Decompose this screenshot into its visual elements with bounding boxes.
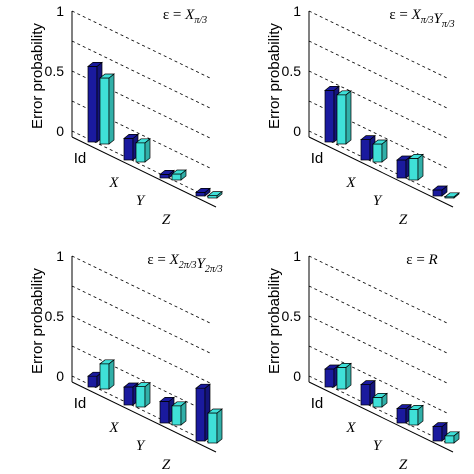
y-axis-label: Error probability: [266, 268, 283, 374]
x-tick-label: X: [345, 420, 356, 436]
x-tick-label: Y: [136, 193, 146, 209]
chart-title: ε = X2π/3Y2π/3: [147, 252, 222, 275]
x-tick-label: X: [345, 175, 356, 191]
x-tick-label: Y: [136, 438, 146, 454]
grid-line: [308, 285, 450, 355]
chart-title: ε = Xπ/3: [163, 7, 207, 26]
x-tick-label: X: [108, 420, 119, 436]
x-tick-label: Z: [162, 212, 171, 228]
grid-line: [308, 10, 450, 80]
bar: [195, 187, 211, 197]
bar: [408, 404, 424, 426]
x-axis: [308, 381, 454, 453]
y-axis-label: Error probability: [266, 23, 283, 129]
bar: [171, 401, 187, 426]
grid-line: [71, 255, 213, 325]
bar: [135, 138, 151, 163]
bar: [408, 153, 424, 181]
y-tick-label: 0.5: [45, 63, 65, 79]
y-tick-label: 0.5: [282, 308, 302, 324]
grid-line: [308, 315, 450, 385]
bar: [207, 190, 223, 199]
x-tick-label: Id: [311, 395, 324, 412]
grid-line: [308, 255, 450, 325]
x-axis: [71, 136, 217, 208]
chart-title: ε = R: [406, 252, 437, 268]
chart-panel: 0 0.5 1 Error probability ε = X2π/3Y2π/3 Id X Y…: [29, 248, 223, 473]
bar: [336, 362, 352, 390]
y-tick-label: 0: [56, 368, 64, 384]
bar: [372, 139, 388, 163]
y-axis-label: Error probability: [29, 268, 46, 374]
grid-line: [71, 345, 213, 415]
chart-panel: 0 0.5 1 Error probability ε = Xπ/3Yπ/3 Id X YZ: [266, 3, 460, 228]
x-tick-label: Id: [74, 150, 87, 167]
bar: [171, 169, 187, 181]
bar: [372, 392, 388, 408]
chart-panel: 0 0.5 1 Error probability ε = R Id X YZ: [266, 248, 460, 473]
x-tick-label: X: [108, 175, 119, 191]
y-tick-label: 1: [293, 3, 301, 19]
y-tick-label: 0: [293, 123, 301, 139]
grid-line: [308, 345, 450, 415]
bar: [432, 185, 448, 197]
x-tick-label: Id: [311, 150, 324, 167]
y-axis-label: Error probability: [29, 23, 46, 129]
x-tick-label: Z: [399, 457, 408, 473]
bar: [444, 192, 460, 199]
x-tick-label: Id: [74, 395, 87, 412]
y-tick-label: 0: [293, 368, 301, 384]
bar: [444, 431, 460, 444]
y-tick-label: 0.5: [45, 308, 65, 324]
chart-title: ε = Xπ/3Yπ/3: [389, 7, 454, 30]
grid-line: [71, 10, 213, 80]
x-axis: [308, 136, 454, 208]
x-tick-label: Z: [399, 212, 408, 228]
grid-line: [308, 40, 450, 110]
bar: [99, 359, 115, 390]
y-tick-label: 1: [56, 3, 64, 19]
chart-panel: 0 0.5 1 Error probability ε = Xπ/3 Id X YZ: [29, 3, 223, 228]
x-tick-label: Y: [373, 193, 383, 209]
bar: [135, 381, 151, 408]
bar: [99, 73, 115, 145]
grid-line: [71, 40, 213, 110]
x-tick-label: Z: [162, 457, 171, 473]
grid-line: [71, 315, 213, 385]
grid-line: [71, 285, 213, 355]
x-axis: [71, 381, 217, 453]
bar: [207, 408, 223, 444]
grid-line: [308, 70, 450, 140]
y-tick-label: 0.5: [282, 63, 302, 79]
bar: [159, 396, 175, 424]
y-tick-label: 1: [56, 248, 64, 264]
x-tick-label: Y: [373, 438, 383, 454]
bar: [336, 90, 352, 145]
y-tick-label: 0: [56, 123, 64, 139]
y-tick-label: 1: [293, 248, 301, 264]
